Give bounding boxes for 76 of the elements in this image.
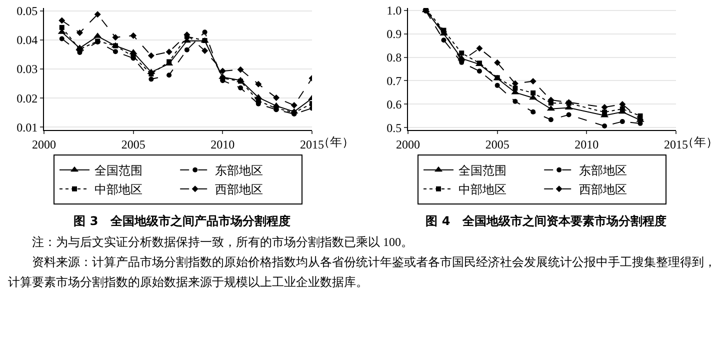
point bbox=[290, 102, 298, 109]
legend-label: 中部地区 bbox=[458, 182, 506, 197]
point bbox=[512, 80, 518, 87]
point bbox=[112, 34, 119, 41]
point bbox=[76, 29, 83, 36]
y-tick-label: 0.03 bbox=[16, 62, 38, 76]
legend-label: 中部地区 bbox=[94, 182, 142, 197]
point bbox=[530, 109, 536, 114]
x-tick-label: 2005 bbox=[121, 137, 146, 152]
point bbox=[494, 82, 500, 88]
point bbox=[112, 49, 118, 54]
x-tick-label: 2000 bbox=[32, 137, 56, 152]
point bbox=[530, 90, 536, 96]
y-tick-label: 0.04 bbox=[16, 33, 38, 48]
x-tick-label: 2015 bbox=[300, 137, 324, 152]
point bbox=[184, 47, 190, 52]
point bbox=[130, 32, 137, 39]
point bbox=[94, 11, 101, 18]
point bbox=[202, 47, 208, 54]
y-tick-label: 0.5 bbox=[386, 120, 402, 135]
y-tick-label: 0.9 bbox=[386, 27, 402, 42]
point bbox=[273, 94, 280, 102]
point bbox=[476, 45, 483, 52]
y-tick-label: 0.7 bbox=[386, 74, 402, 88]
legend-label: 全国范围 bbox=[94, 164, 142, 178]
point bbox=[459, 50, 464, 56]
point bbox=[219, 68, 226, 74]
legend-label: 西部地区 bbox=[215, 182, 264, 197]
point bbox=[602, 110, 608, 115]
point bbox=[602, 124, 608, 129]
point bbox=[601, 104, 608, 110]
y-tick-label: 0.6 bbox=[386, 97, 402, 112]
point bbox=[59, 36, 64, 42]
legend-label: 东部地区 bbox=[579, 164, 628, 178]
y-tick-label: 0.05 bbox=[16, 4, 38, 18]
point bbox=[619, 100, 626, 108]
text: 资料来源：计算产品市场分割指数的原始价格指数均从各省份统计年鉴或者各市国民经济社会发展统计公报中手工搜集整理得到，计算要素市场分割指数的原始数据来源于规模以上工业企业数据库。 bbox=[8, 254, 717, 291]
point bbox=[166, 72, 172, 78]
x-tick-label: 2010 bbox=[210, 137, 235, 152]
point bbox=[166, 48, 172, 56]
point bbox=[546, 105, 555, 111]
text: 图 4 全国地级市之间资本要素市场分割程度 bbox=[424, 213, 668, 230]
y-tick-label: 0.01 bbox=[16, 120, 38, 134]
point bbox=[620, 119, 625, 124]
point bbox=[441, 38, 446, 43]
point bbox=[512, 86, 518, 91]
point bbox=[237, 66, 244, 73]
point bbox=[476, 68, 482, 74]
x-tick-label: 2005 bbox=[485, 137, 510, 152]
y-tick-label: 0.02 bbox=[16, 91, 38, 106]
point bbox=[529, 94, 538, 100]
x-tick-label: 2015 bbox=[664, 137, 688, 152]
point bbox=[238, 85, 244, 90]
y-tick-label: 1.0 bbox=[386, 4, 402, 18]
x-tick-label: 2000 bbox=[396, 137, 420, 152]
point bbox=[58, 17, 66, 24]
x-tick-label: 2010 bbox=[574, 137, 599, 152]
point bbox=[148, 52, 154, 59]
point bbox=[129, 48, 138, 54]
point bbox=[494, 59, 501, 66]
point bbox=[59, 24, 64, 30]
point bbox=[566, 112, 572, 118]
point bbox=[620, 106, 625, 112]
legend-label: 全国范围 bbox=[458, 164, 506, 178]
point bbox=[148, 71, 154, 76]
text: 图 3 全国地级市之间产品市场分割程度 bbox=[72, 213, 292, 230]
legend-label: 东部地区 bbox=[215, 164, 264, 178]
text: 注：为与后文实证分析数据保持一致，所有的市场分割指数已乘以 100。 bbox=[31, 234, 414, 251]
point bbox=[530, 78, 536, 84]
y-tick-label: 0.8 bbox=[386, 50, 402, 64]
point bbox=[512, 98, 518, 104]
point bbox=[255, 80, 262, 88]
point bbox=[548, 117, 554, 122]
point bbox=[202, 30, 208, 35]
point bbox=[148, 76, 154, 82]
legend-label: 西部地区 bbox=[579, 182, 628, 197]
